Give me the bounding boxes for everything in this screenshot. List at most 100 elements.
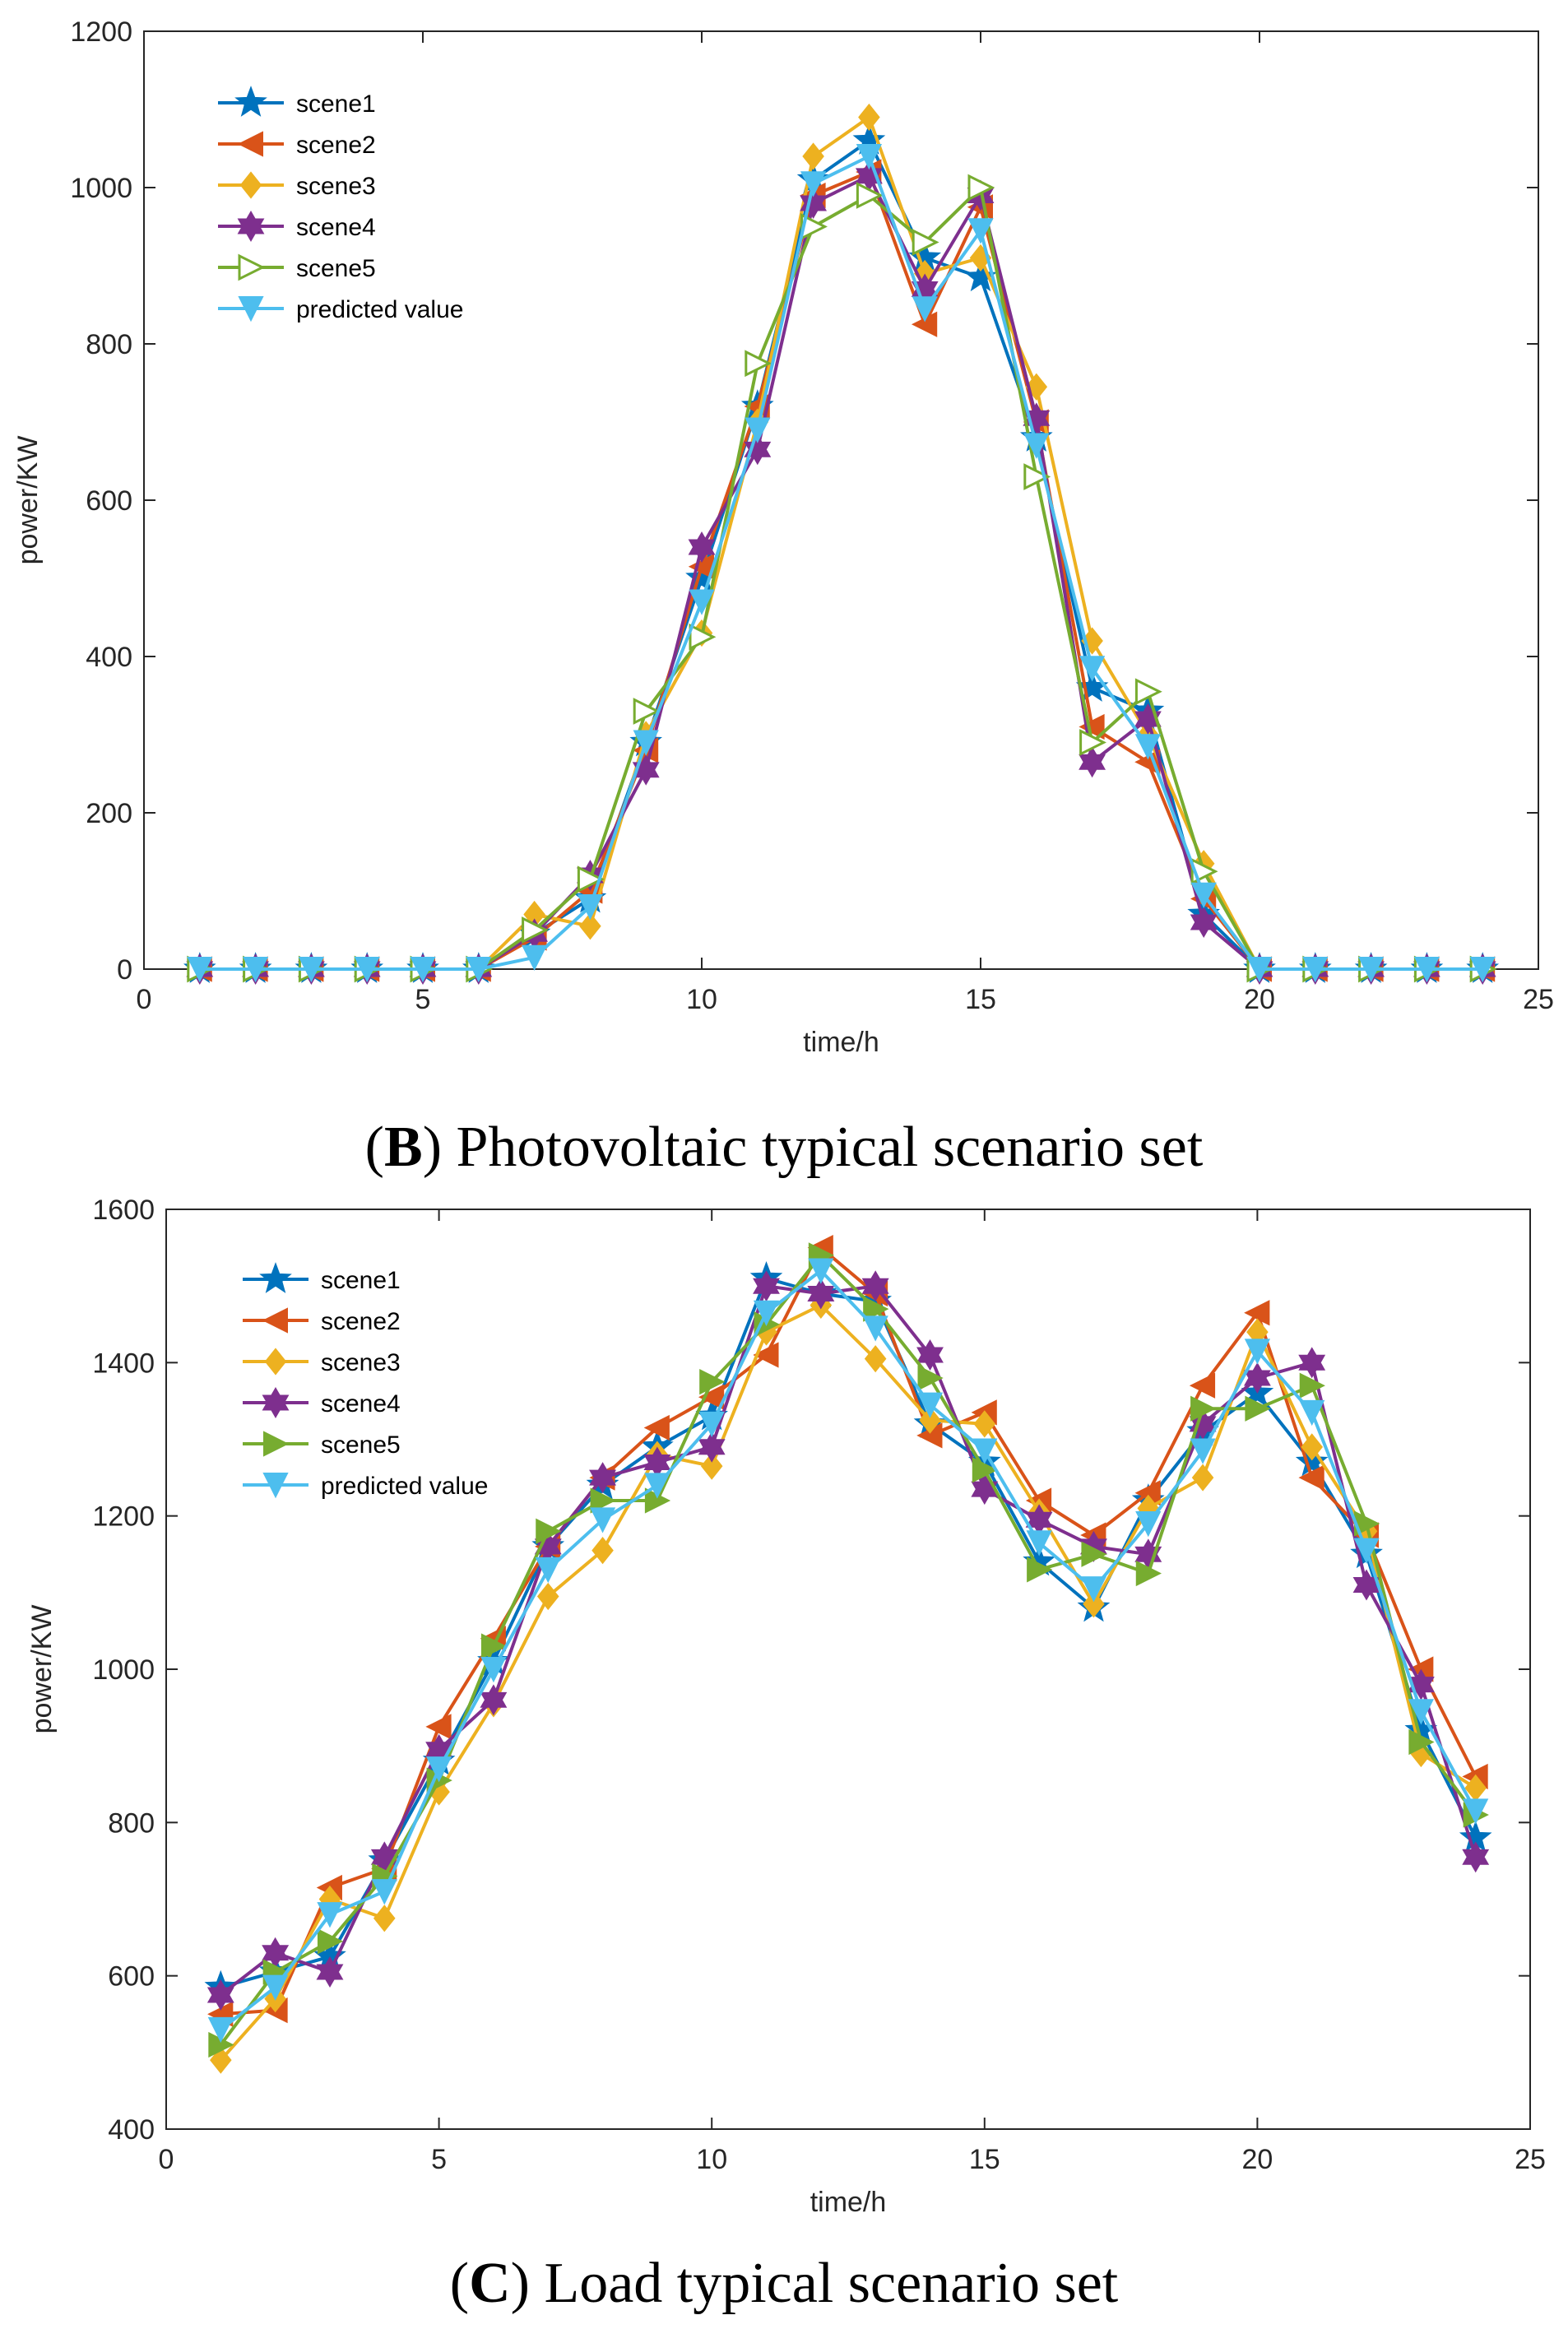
data-point <box>1081 1541 1107 1567</box>
x-tick-label: 10 <box>696 2144 727 2175</box>
data-point <box>466 957 492 983</box>
series-line <box>199 155 1483 971</box>
data-point <box>967 218 994 244</box>
data-point <box>1469 957 1496 983</box>
data-point <box>689 589 715 615</box>
data-point <box>700 1452 723 1480</box>
legend-label: scene5 <box>296 255 376 282</box>
legend-marker <box>238 253 266 281</box>
y-tick-label: 800 <box>108 1807 155 1839</box>
data-point <box>1079 713 1105 740</box>
legend-label: predicted value <box>296 296 463 323</box>
caption-b-open-paren: ( <box>365 1116 384 1179</box>
caption-b-text: ) Photovoltaic typical scenario set <box>423 1116 1204 1179</box>
data-point <box>753 1300 780 1327</box>
legend-label: scene1 <box>296 90 376 118</box>
data-point <box>808 1258 834 1284</box>
legend-label: scene4 <box>321 1390 401 1417</box>
data-point <box>864 1345 887 1373</box>
data-point <box>1408 1728 1435 1756</box>
data-point <box>802 142 824 170</box>
data-point <box>972 1438 998 1464</box>
legend-marker <box>237 131 263 157</box>
legend-marker <box>264 1348 287 1376</box>
x-tick-label: 20 <box>1241 2144 1273 2175</box>
y-tick-label: 400 <box>108 2114 155 2146</box>
data-point <box>800 213 828 240</box>
series-predicted-value <box>207 1258 1489 2044</box>
data-point <box>1301 1433 1324 1461</box>
y-tick-label: 600 <box>86 485 132 517</box>
data-point <box>917 1365 944 1391</box>
data-point <box>522 916 549 944</box>
data-point <box>972 1457 999 1483</box>
data-point <box>579 912 601 940</box>
data-point <box>973 1410 996 1438</box>
chart-load: 0 5 10 15 20 25 400 600 800 1000 1200 1400 1600 time/… <box>26 1195 1546 2218</box>
data-point <box>699 1369 726 1395</box>
data-point <box>745 350 772 378</box>
data-point <box>1026 1530 1052 1557</box>
legend: scene1 scene2 scene3 scene4 scene5 predicted … <box>243 1262 488 1500</box>
data-point <box>480 1633 508 1659</box>
x-axis-label: time/h <box>803 1027 879 1058</box>
caption-b-letter: B <box>384 1116 423 1179</box>
y-tick-label: 1200 <box>70 16 132 48</box>
data-point <box>1408 1699 1434 1725</box>
y-tick-label: 1000 <box>92 1654 155 1686</box>
data-point <box>242 957 269 983</box>
x-tick-label: 15 <box>965 984 996 1015</box>
data-point <box>856 182 884 209</box>
data-point <box>863 1296 889 1322</box>
data-point <box>1245 1395 1271 1422</box>
data-point <box>373 1905 396 1932</box>
data-point <box>856 144 883 170</box>
data-point <box>1299 1372 1325 1399</box>
data-point <box>1190 1438 1216 1464</box>
data-point <box>744 434 772 466</box>
data-point <box>1246 957 1273 983</box>
legend-marker <box>263 1431 290 1457</box>
data-point <box>643 1414 670 1441</box>
plot-area <box>143 30 1539 970</box>
data-point <box>206 1979 234 2011</box>
data-point <box>1135 1510 1162 1538</box>
data-point <box>644 1473 670 1499</box>
data-point <box>698 1411 725 1438</box>
data-point <box>862 1315 888 1342</box>
data-point <box>753 1342 779 1368</box>
caption-c-open-paren: ( <box>450 2252 469 2315</box>
data-point <box>1189 1372 1216 1399</box>
data-point <box>354 957 380 983</box>
legend-marker <box>237 210 265 243</box>
legend-marker <box>234 86 267 117</box>
x-tick-label: 0 <box>137 984 152 1015</box>
legend-label: scene3 <box>321 1349 401 1376</box>
y-tick-label: 200 <box>86 798 132 829</box>
legend-marker <box>239 171 262 199</box>
data-point <box>591 1536 614 1565</box>
legend: scene1 scene2 scene3 scene4 scene5 predicted … <box>218 86 463 323</box>
x-tick-label: 10 <box>686 984 717 1015</box>
data-point <box>298 957 325 983</box>
legend-label: scene3 <box>296 173 376 200</box>
y-tick-label: 400 <box>86 642 132 673</box>
y-tick-label: 1400 <box>92 1348 155 1379</box>
data-point <box>1299 1399 1325 1427</box>
data-point <box>861 1270 889 1302</box>
data-point <box>1190 906 1218 939</box>
data-point <box>317 1928 344 1955</box>
data-point <box>410 957 436 983</box>
caption-c-text: ) Load typical scenario set <box>511 2252 1119 2315</box>
data-point <box>1135 1560 1162 1587</box>
data-point <box>689 623 717 651</box>
y-tick-label: 0 <box>117 954 132 986</box>
x-axis-label: time/h <box>810 2187 887 2218</box>
data-point <box>745 417 771 443</box>
data-point <box>577 894 604 921</box>
data-point <box>1302 957 1329 983</box>
data-point <box>210 2046 232 2074</box>
data-point <box>1295 1445 1329 1477</box>
data-point <box>535 1557 561 1584</box>
data-point <box>316 1956 344 1988</box>
